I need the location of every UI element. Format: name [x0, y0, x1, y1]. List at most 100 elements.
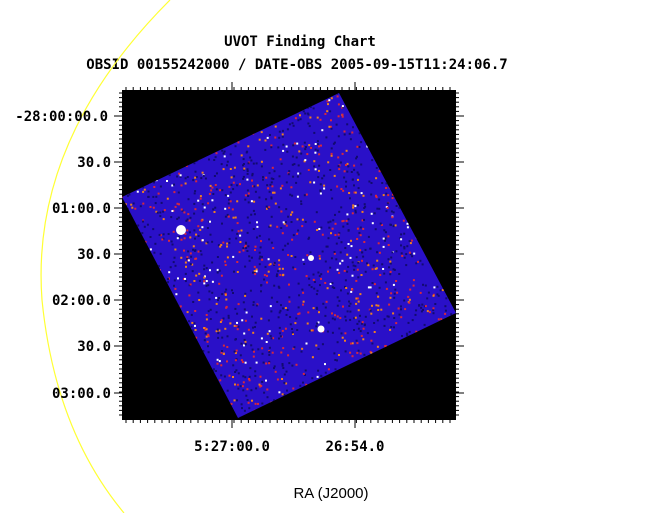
noise-pixel	[315, 344, 318, 347]
noise-pixel	[333, 141, 336, 144]
noise-pixel	[267, 187, 270, 190]
noise-pixel	[255, 162, 258, 165]
noise-pixel	[254, 249, 256, 251]
noise-pixel	[194, 329, 197, 331]
noise-pixel	[266, 207, 268, 210]
noise-pixel	[242, 158, 245, 161]
noise-pixel	[270, 337, 273, 340]
noise-pixel	[393, 317, 396, 319]
noise-pixel	[260, 160, 263, 163]
noise-pixel	[266, 184, 269, 187]
noise-pixel	[302, 372, 305, 375]
noise-pixel	[390, 326, 393, 328]
noise-pixel	[292, 347, 295, 350]
noise-pixel	[458, 277, 460, 279]
noise-pixel	[236, 312, 239, 315]
noise-pixel	[237, 372, 240, 375]
noise-pixel	[167, 233, 170, 235]
noise-pixel	[337, 233, 340, 236]
noise-pixel	[143, 188, 146, 191]
bright-source-icon	[176, 225, 186, 235]
noise-pixel	[194, 324, 196, 327]
noise-pixel	[335, 242, 338, 245]
noise-pixel	[345, 149, 348, 152]
noise-pixel	[139, 205, 142, 208]
dec-tick-label: 30.0	[77, 155, 111, 171]
noise-pixel	[209, 184, 212, 187]
noise-pixel	[291, 194, 294, 197]
noise-pixel	[287, 173, 290, 176]
noise-pixel	[355, 256, 358, 259]
noise-pixel	[337, 237, 340, 239]
dec-tick-label: 30.0	[77, 339, 111, 355]
noise-pixel	[244, 245, 246, 248]
noise-pixel	[407, 295, 410, 298]
noise-pixel	[318, 254, 321, 257]
noise-pixel	[234, 359, 237, 362]
noise-pixel	[252, 162, 255, 165]
noise-pixel	[321, 343, 324, 346]
noise-pixel	[334, 222, 337, 225]
noise-pixel	[281, 267, 284, 270]
noise-pixel	[277, 285, 280, 288]
noise-pixel	[278, 175, 281, 178]
noise-pixel	[338, 354, 340, 356]
noise-pixel	[261, 258, 264, 261]
noise-pixel	[329, 220, 332, 223]
noise-pixel	[243, 167, 246, 170]
noise-pixel	[354, 316, 357, 319]
noise-pixel	[253, 185, 256, 188]
noise-pixel	[318, 153, 321, 156]
noise-pixel	[358, 320, 361, 323]
noise-pixel	[269, 305, 272, 308]
noise-pixel	[283, 373, 286, 376]
noise-pixel	[279, 158, 282, 161]
noise-pixel	[256, 221, 258, 224]
noise-pixel	[331, 197, 334, 200]
noise-pixel	[318, 164, 321, 167]
noise-pixel	[207, 310, 210, 313]
noise-pixel	[360, 163, 363, 166]
noise-pixel	[254, 273, 257, 276]
noise-pixel	[409, 253, 412, 256]
noise-pixel	[401, 335, 403, 337]
noise-pixel	[244, 319, 247, 322]
noise-pixel	[336, 268, 339, 271]
noise-pixel	[208, 158, 210, 161]
noise-pixel	[246, 399, 249, 401]
noise-pixel	[243, 409, 246, 412]
noise-pixel	[393, 296, 396, 299]
noise-pixel	[193, 280, 196, 282]
noise-pixel	[159, 211, 162, 214]
noise-pixel	[246, 168, 249, 171]
noise-pixel	[215, 296, 218, 299]
noise-pixel	[205, 284, 208, 287]
noise-pixel	[195, 180, 198, 183]
noise-pixel	[281, 248, 284, 251]
noise-pixel	[336, 315, 339, 318]
noise-pixel	[357, 300, 360, 303]
noise-pixel	[367, 235, 370, 238]
noise-pixel	[389, 270, 392, 273]
noise-pixel	[251, 399, 253, 402]
noise-pixel	[263, 391, 266, 394]
noise-pixel	[375, 167, 378, 169]
noise-pixel	[282, 143, 285, 146]
noise-pixel	[179, 174, 182, 177]
noise-pixel	[199, 195, 202, 198]
noise-pixel	[396, 291, 399, 294]
noise-pixel	[351, 342, 354, 345]
noise-pixel	[213, 211, 216, 213]
noise-pixel	[297, 313, 300, 315]
noise-pixel	[344, 247, 347, 249]
noise-pixel	[250, 256, 253, 259]
noise-pixel	[221, 293, 224, 296]
noise-pixel	[174, 205, 177, 208]
noise-pixel	[459, 155, 461, 157]
noise-pixel	[226, 242, 229, 245]
noise-pixel	[304, 159, 307, 162]
noise-pixel	[459, 203, 461, 205]
noise-pixel	[201, 203, 204, 206]
noise-pixel	[159, 252, 162, 255]
noise-pixel	[316, 140, 319, 143]
